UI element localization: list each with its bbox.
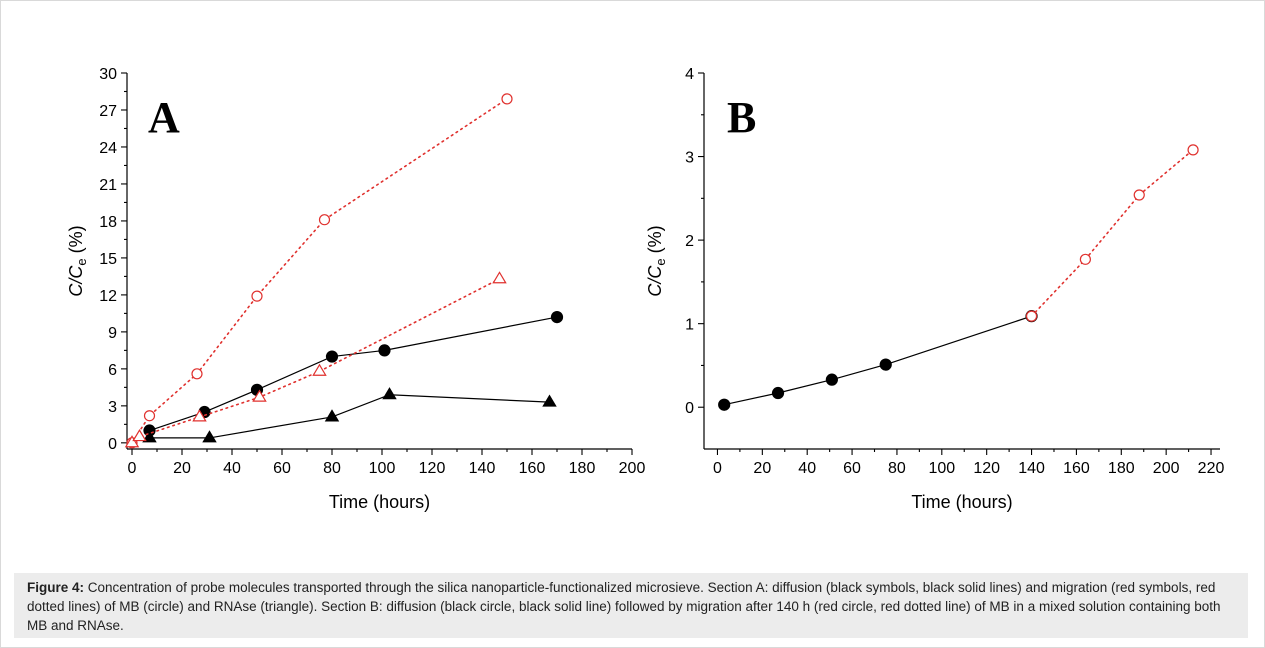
data-point — [325, 350, 339, 363]
data-point — [718, 398, 731, 411]
x-tick-label: 160 — [519, 460, 546, 477]
x-tick-label: 80 — [323, 460, 341, 477]
caption-label: Figure 4: — [27, 580, 85, 595]
x-tick-label: 140 — [1018, 460, 1045, 477]
chart-panel-a: 0 20 40 60 80 100 120 140 160 180 200 0 3 6 9 12 15 18 21 2… — [66, 66, 645, 512]
data-point — [192, 409, 207, 422]
y-axis-title-unit: (%) — [66, 225, 86, 258]
y-tick-label: 0 — [108, 436, 117, 453]
x-tick-label: 0 — [713, 460, 722, 477]
y-tick-label: 3 — [108, 399, 117, 416]
data-point — [501, 93, 513, 105]
data-point — [825, 373, 838, 386]
y-axis-title-main: C/C — [645, 265, 665, 297]
data-point — [191, 368, 203, 380]
y-tick-label: 4 — [685, 66, 694, 83]
y-axis-title-unit: (%) — [645, 225, 665, 258]
y-tick-label: 15 — [99, 251, 117, 268]
x-tick-label: 180 — [569, 460, 596, 477]
x-tick-label: 80 — [888, 460, 906, 477]
data-point — [202, 430, 217, 443]
series-2 — [142, 387, 557, 443]
y-axis-title-subscript: e — [653, 258, 668, 265]
panel-label: B — [727, 93, 756, 142]
x-tick-label: 20 — [173, 460, 191, 477]
y-tick-label: 24 — [99, 140, 117, 157]
x-tick-label: 140 — [469, 460, 496, 477]
caption-text: Concentration of probe molecules transpo… — [27, 580, 1221, 633]
series-1 — [143, 310, 564, 437]
x-tick-label: 60 — [843, 460, 861, 477]
series-3 — [126, 93, 513, 449]
y-axis-title-main: C/C — [66, 265, 86, 297]
data-point — [324, 409, 340, 422]
y-tick-label: 18 — [99, 214, 117, 231]
y-tick-label: 21 — [99, 177, 117, 194]
x-tick-label: 200 — [1153, 460, 1180, 477]
data-point — [378, 344, 391, 357]
y-tick-label: 30 — [99, 66, 117, 83]
x-axis-title: Time (hours) — [329, 492, 430, 512]
x-tick-label: 40 — [798, 460, 816, 477]
data-point — [142, 430, 157, 443]
data-point — [312, 363, 327, 376]
y-tick-label: 9 — [108, 325, 117, 342]
series-line — [149, 316, 558, 432]
x-tick-label: 160 — [1063, 460, 1090, 477]
y-axis-title: C/Ce (%) — [645, 225, 668, 296]
y-tick-label: 2 — [685, 233, 694, 250]
y-tick-label: 27 — [99, 103, 117, 120]
series-line — [131, 278, 501, 444]
figure-charts: 0 20 40 60 80 100 120 140 160 180 2000369121518212… — [66, 66, 1224, 512]
data-point — [550, 310, 564, 324]
data-point — [382, 387, 397, 400]
x-tick-label: 40 — [223, 460, 241, 477]
data-point — [1025, 310, 1038, 322]
y-tick-label: 3 — [685, 150, 694, 167]
x-tick-label: 100 — [369, 460, 396, 477]
y-tick-label: 1 — [685, 317, 694, 334]
data-point — [124, 435, 140, 448]
chart-panel-b: 0 20 40 60 80 100 120 140 160 180 200 220 0 1 2 3 4 Time … — [645, 66, 1224, 512]
data-point — [132, 428, 147, 442]
panel-label: A — [148, 93, 180, 142]
x-tick-label: 100 — [928, 460, 955, 477]
data-point — [771, 386, 785, 400]
data-point — [1187, 144, 1199, 156]
data-point — [1079, 253, 1091, 265]
y-axis-title: C/Ce (%) — [66, 225, 89, 296]
data-point — [252, 389, 267, 402]
series-line — [131, 98, 508, 444]
data-point — [1133, 189, 1145, 201]
data-point — [879, 358, 892, 371]
series-line — [1030, 149, 1194, 317]
x-tick-label: 180 — [1108, 460, 1135, 477]
x-tick-label: 120 — [419, 460, 446, 477]
x-tick-label: 220 — [1198, 460, 1225, 477]
x-axis-title: Time (hours) — [911, 492, 1012, 512]
caption-box — [14, 573, 1248, 638]
y-tick-label: 12 — [99, 288, 117, 305]
x-tick-label: 60 — [273, 460, 291, 477]
x-tick-label: 200 — [619, 460, 646, 477]
data-point — [251, 290, 263, 302]
x-tick-label: 120 — [973, 460, 1000, 477]
series-2 — [1025, 144, 1199, 322]
data-point — [542, 394, 557, 407]
data-point — [492, 271, 507, 284]
x-tick-label: 0 — [128, 460, 137, 477]
y-tick-label: 6 — [108, 362, 117, 379]
series-1 — [718, 310, 1038, 411]
series-4 — [124, 271, 507, 448]
data-point — [143, 410, 156, 422]
data-point — [318, 214, 331, 226]
y-tick-label: 0 — [685, 400, 694, 417]
x-tick-label: 20 — [753, 460, 771, 477]
figure-caption: Figure 4: Concentration of probe molecul… — [27, 578, 1242, 635]
y-axis-title-subscript: e — [74, 258, 89, 265]
series-line — [724, 315, 1032, 406]
